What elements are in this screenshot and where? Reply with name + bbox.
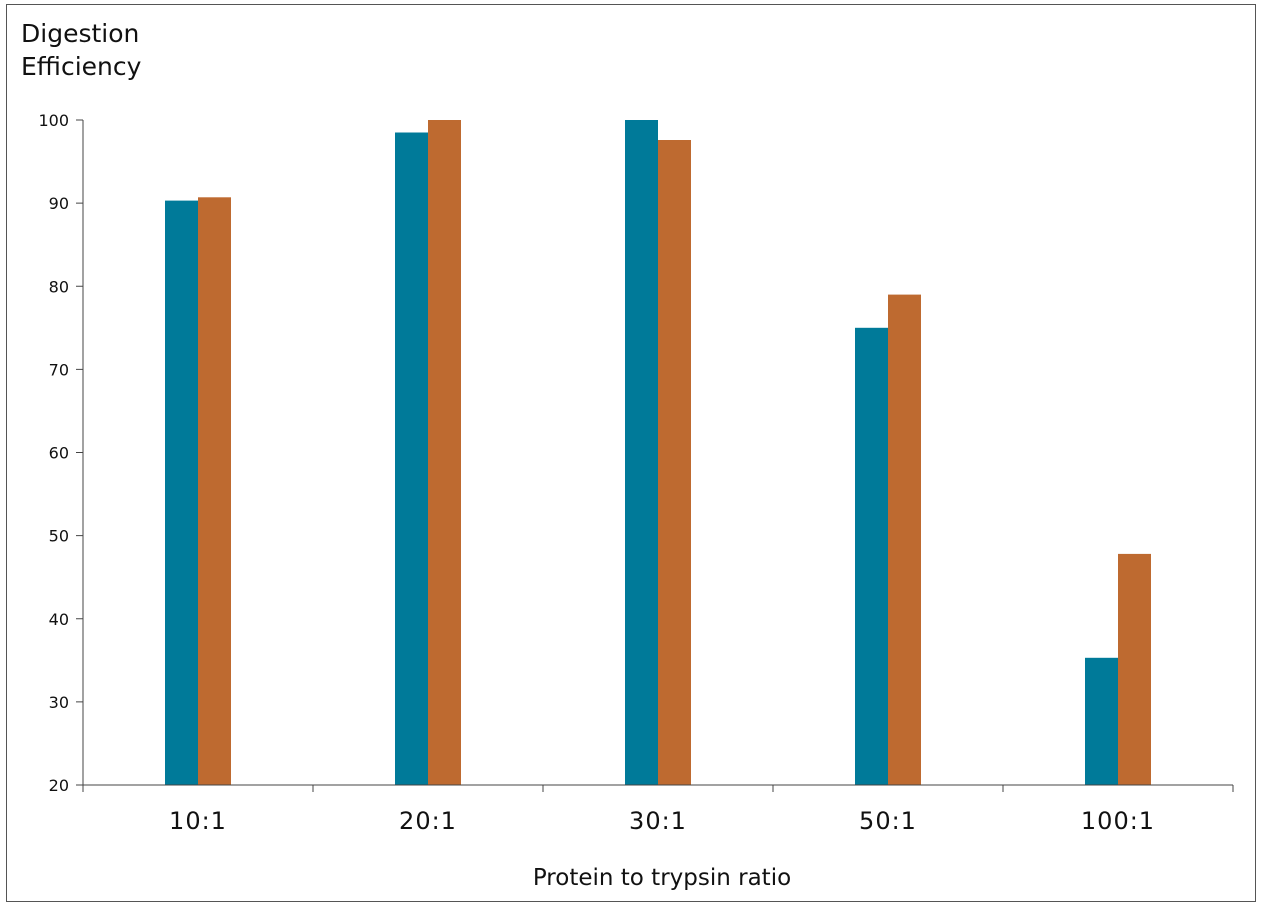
bar-series-2-20-1	[428, 120, 461, 785]
x-tick-label-20-1: 20:1	[399, 807, 457, 835]
bar-series-2-10-1	[198, 197, 231, 786]
y-tick-label-90: 90	[49, 194, 69, 213]
bar-series-1-10-1	[165, 200, 198, 786]
chart-frame: Digestion Efficiency 20 30 40 50 60 70 80 90 100…	[6, 4, 1256, 902]
y-axis-label: Digestion Efficiency	[21, 19, 142, 81]
y-axis-label-line-2: Efficiency	[21, 52, 142, 81]
y-tick-label-20: 20	[49, 776, 69, 795]
y-tick-label-80: 80	[49, 277, 69, 296]
y-tick-label-30: 30	[49, 693, 69, 712]
x-axis-label: Protein to trypsin ratio	[533, 865, 791, 891]
bar-chart: Digestion Efficiency 20 30 40 50 60 70 80 90 100…	[21, 19, 1234, 891]
y-axis-label-line-1: Digestion	[21, 19, 139, 48]
bar-series-2-30-1	[658, 140, 691, 785]
bar-series-1-30-1	[625, 120, 658, 785]
y-ticks: 20 30 40 50 60 70 80 90 100	[38, 111, 83, 795]
y-tick-label-40: 40	[49, 610, 69, 629]
bar-series-1-20-1	[395, 132, 428, 785]
y-tick-label-100: 100	[38, 111, 69, 130]
x-tick-label-10-1: 10:1	[169, 807, 227, 835]
y-tick-label-50: 50	[49, 527, 69, 546]
x-tick-label-30-1: 30:1	[629, 807, 687, 835]
x-tick-label-100-1: 100:1	[1081, 807, 1155, 835]
bar-series-1-100-1	[1085, 657, 1118, 785]
y-tick-label-60: 60	[49, 444, 69, 463]
bars	[165, 120, 1151, 786]
bar-series-1-50-1	[855, 327, 888, 785]
bar-series-2-50-1	[888, 294, 921, 785]
x-tick-label-50-1: 50:1	[859, 807, 917, 835]
x-ticks: 10:1 20:1 30:1 50:1 100:1	[82, 785, 1234, 835]
bar-series-2-100-1	[1118, 553, 1151, 785]
y-tick-label-70: 70	[49, 360, 69, 379]
